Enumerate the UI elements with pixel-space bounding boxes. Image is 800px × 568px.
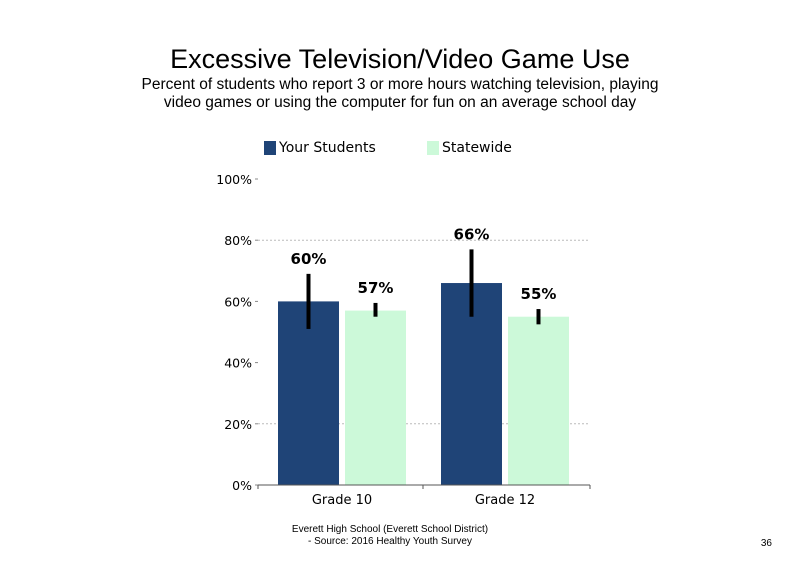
page-number: 36 bbox=[760, 538, 772, 549]
legend: Your Students Statewide bbox=[0, 140, 800, 160]
bar-your-students-grade-10 bbox=[278, 301, 339, 485]
data-label-your-students-grade-10: 60% bbox=[291, 250, 327, 268]
bar-statewide-grade-10 bbox=[345, 310, 406, 485]
bar-statewide-grade-12 bbox=[508, 316, 569, 485]
y-tick-label-20: 20% bbox=[224, 417, 252, 432]
legend-item-your-students: Your Students bbox=[264, 140, 376, 156]
x-tick-label-grade-10: Grade 10 bbox=[312, 493, 372, 508]
x-tick-label-grade-12: Grade 12 bbox=[475, 493, 535, 508]
y-tick-label-80: 80% bbox=[224, 233, 252, 248]
footer: Everett High School (Everett School Dist… bbox=[240, 524, 540, 548]
legend-swatch-your-students bbox=[264, 141, 276, 155]
legend-item-statewide: Statewide bbox=[427, 140, 512, 156]
chart-subtitle: Percent of students who report 3 or more… bbox=[141, 76, 659, 111]
footer-school: Everett High School (Everett School Dist… bbox=[291, 524, 489, 535]
y-tick-label-60: 60% bbox=[224, 294, 252, 309]
y-tick-label-100: 100% bbox=[216, 172, 252, 187]
legend-label-your-students: Your Students bbox=[279, 140, 376, 156]
chart-title: Excessive Television/Video Game Use bbox=[170, 44, 630, 74]
legend-label-statewide: Statewide bbox=[442, 140, 512, 156]
data-label-statewide-grade-12: 55% bbox=[521, 285, 557, 303]
y-tick-label-40: 40% bbox=[224, 356, 252, 371]
data-label-your-students-grade-12: 66% bbox=[454, 225, 490, 243]
legend-swatch-statewide bbox=[427, 141, 439, 155]
footer-source: - Source: 2016 Healthy Youth Survey bbox=[308, 536, 472, 547]
y-tick-label-0: 0% bbox=[232, 478, 252, 493]
data-label-statewide-grade-10: 57% bbox=[358, 279, 394, 297]
